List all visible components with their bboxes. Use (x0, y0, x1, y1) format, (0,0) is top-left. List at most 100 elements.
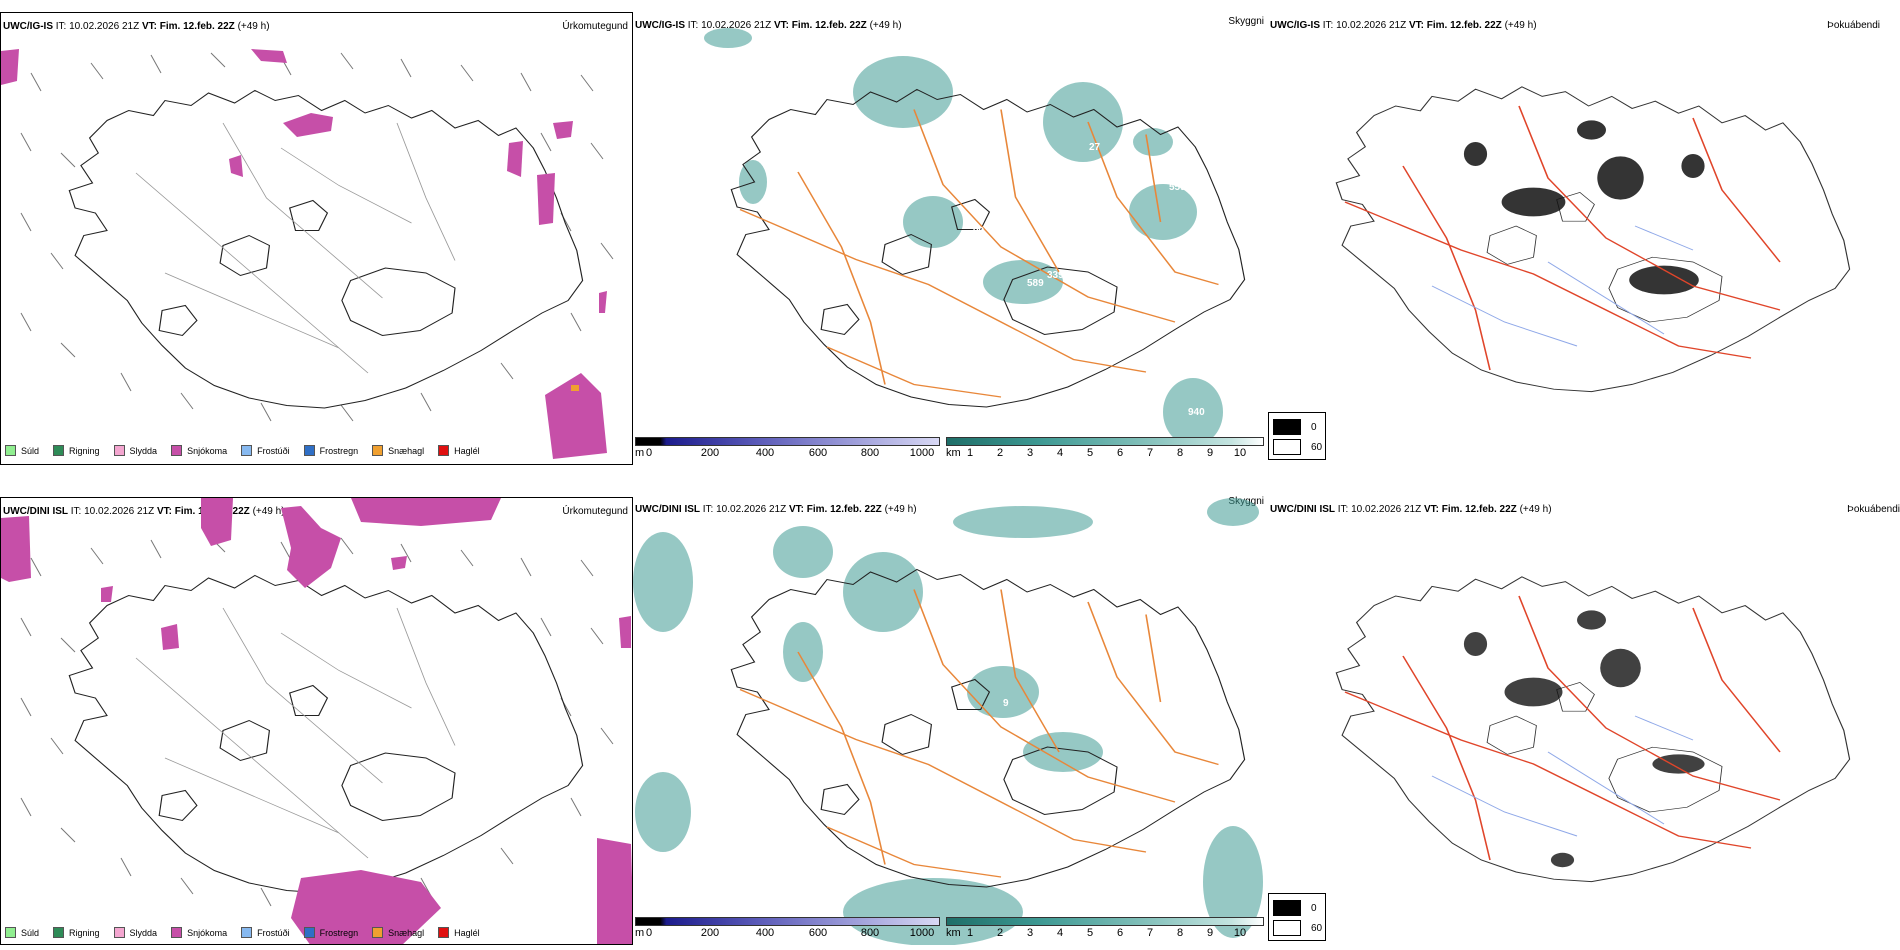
cloud-value: 9 (1003, 698, 1009, 709)
swatch (53, 445, 65, 456)
swatch (241, 927, 253, 938)
legend-item-suld: Súld (5, 445, 39, 456)
precip-legend: Súld Rigning Slydda Snjókoma Frostúði Fr… (5, 445, 480, 456)
legend-item-snaehagl: Snæhagl (372, 927, 424, 938)
fog-map (1335, 86, 1851, 393)
fog-legend-row1: 0 60 (1268, 412, 1326, 460)
legend-item-slydda: Slydda (113, 445, 157, 456)
model-name: UWC/IG-IS (635, 20, 685, 31)
panel-header: UWC/IG-IS IT: 10.02.2026 21Z VT: Fim. 12… (3, 21, 270, 32)
lead-time: (+49 h) (1504, 20, 1537, 31)
cloud-value: 589 (1027, 278, 1044, 289)
init-time: IT: 10.02.2026 21Z (55, 21, 140, 32)
fog-map (1335, 576, 1851, 883)
tick: 1000 (909, 447, 935, 459)
fog-legend-value: 60 (1311, 922, 1323, 934)
tick: 10 (1233, 927, 1247, 939)
colorbar-m: m 0 200 400 600 800 1000 (635, 917, 940, 941)
fog-legend-value: 0 (1311, 902, 1317, 914)
legend-item-hagl: Haglél (438, 927, 480, 938)
legend-item-slydda: Slydda (113, 927, 157, 938)
tick: 0 (645, 447, 653, 459)
tick: 0 (645, 927, 653, 939)
sleet-spot (571, 385, 579, 391)
cloud-value: 367 (947, 114, 964, 125)
fog-dark-areas (1463, 610, 1705, 868)
swatch (372, 445, 384, 456)
legend-item-suld: Súld (5, 927, 39, 938)
precip-map (1, 498, 632, 944)
colorbar-km: km 1 2 3 4 5 6 7 8 9 10 (946, 437, 1264, 461)
panel-title: Þokuábendi (1827, 20, 1880, 31)
colorbar-km: km 1 2 3 4 5 6 7 8 9 10 (946, 917, 1264, 941)
wind-barbs (20, 52, 614, 422)
legend-item-frostregn: Frostregn (303, 445, 358, 456)
valid-time-label: VT: (773, 20, 789, 31)
panel-title: Þokuábendi (1847, 504, 1900, 515)
colorbar-m: m 0 200 400 600 800 1000 (635, 437, 940, 461)
tick: 800 (860, 447, 880, 459)
tick: 3 (1026, 447, 1034, 459)
tick: 1000 (909, 927, 935, 939)
colorbar-unit: km (946, 447, 961, 459)
colorbar-m-gradient (635, 917, 940, 926)
tick: 200 (700, 927, 720, 939)
init-time: IT: 10.02.2026 21Z (1322, 20, 1407, 31)
tick: 4 (1056, 447, 1064, 459)
snow-areas (1, 49, 607, 459)
valid-time: Fim. 12.feb. 22Z (791, 20, 867, 31)
tick: 400 (755, 447, 775, 459)
cloud-panel-row2: UWC/DINI ISL IT: 10.02.2026 21Z VT: Fim.… (633, 492, 1268, 945)
panel-header: UWC/IG-IS IT: 10.02.2026 21Z VT: Fim. 12… (635, 20, 902, 31)
precip-legend: Súld Rigning Slydda Snjókoma Frostúði Fr… (5, 927, 480, 938)
lead-time: (+49 h) (252, 506, 285, 517)
lead-time: (+49 h) (1519, 504, 1552, 515)
swatch (53, 927, 65, 938)
tick: 1 (966, 927, 974, 939)
cloud-panel-row1: UWC/IG-IS IT: 10.02.2026 21Z VT: Fim. 12… (633, 12, 1268, 465)
cloud-value: 559 (1169, 182, 1186, 193)
precip-type-panel-row2: UWC/DINI ISL IT: 10.02.2026 21Z VT: Fim.… (0, 497, 633, 945)
tick: 6 (1116, 447, 1124, 459)
tick: 800 (860, 927, 880, 939)
colorbar-km-gradient (946, 917, 1264, 926)
cloud-areas (633, 498, 1263, 945)
tick: 8 (1176, 927, 1184, 939)
colorbar-unit: m (635, 927, 645, 939)
model-name: UWC/IG-IS (1270, 20, 1320, 31)
valid-time: Fim. 12.feb. 22Z (806, 504, 882, 515)
cloud-value: 339 (1047, 270, 1064, 281)
tick: 1 (966, 447, 974, 459)
valid-time-label: VT: (156, 506, 172, 517)
panel-title: Skyggni (1228, 16, 1264, 27)
model-name: UWC/IG-IS (3, 21, 53, 32)
fog-panel-row2: UWC/DINI ISL IT: 10.02.2026 21Z VT: Fim.… (1268, 492, 1900, 892)
tick: 7 (1146, 927, 1154, 939)
fog-panel-row1: UWC/IG-IS IT: 10.02.2026 21Z VT: Fim. 12… (1268, 12, 1900, 412)
tick: 6 (1116, 927, 1124, 939)
valid-time-label: VT: (1423, 504, 1439, 515)
precip-type-panel-row1: UWC/IG-IS IT: 10.02.2026 21Z VT: Fim. 12… (0, 12, 633, 465)
snow-areas (1, 498, 632, 944)
tick: 600 (808, 927, 828, 939)
valid-time-label: VT: (141, 21, 157, 32)
init-time: IT: 10.02.2026 21Z (1337, 504, 1422, 515)
init-time: IT: 10.02.2026 21Z (687, 20, 772, 31)
swatch (438, 927, 450, 938)
tick: 9 (1206, 447, 1214, 459)
swatch (303, 927, 315, 938)
valid-time-label: VT: (1408, 20, 1424, 31)
legend-item-snjokoma: Snjókoma (171, 445, 227, 456)
wind-barbs (20, 537, 614, 907)
lead-time: (+49 h) (869, 20, 902, 31)
legend-item-snaehagl: Snæhagl (372, 445, 424, 456)
legend-item-rigning: Rigning (53, 445, 100, 456)
precip-map (1, 49, 614, 459)
legend-item-rigning: Rigning (53, 927, 100, 938)
cloud-value: 940 (1188, 407, 1205, 418)
swatch (5, 445, 16, 456)
swatch (303, 445, 315, 456)
model-name: UWC/DINI ISL (1270, 504, 1335, 515)
tick: 2 (996, 927, 1004, 939)
legend-item-frostregn: Frostregn (303, 927, 358, 938)
